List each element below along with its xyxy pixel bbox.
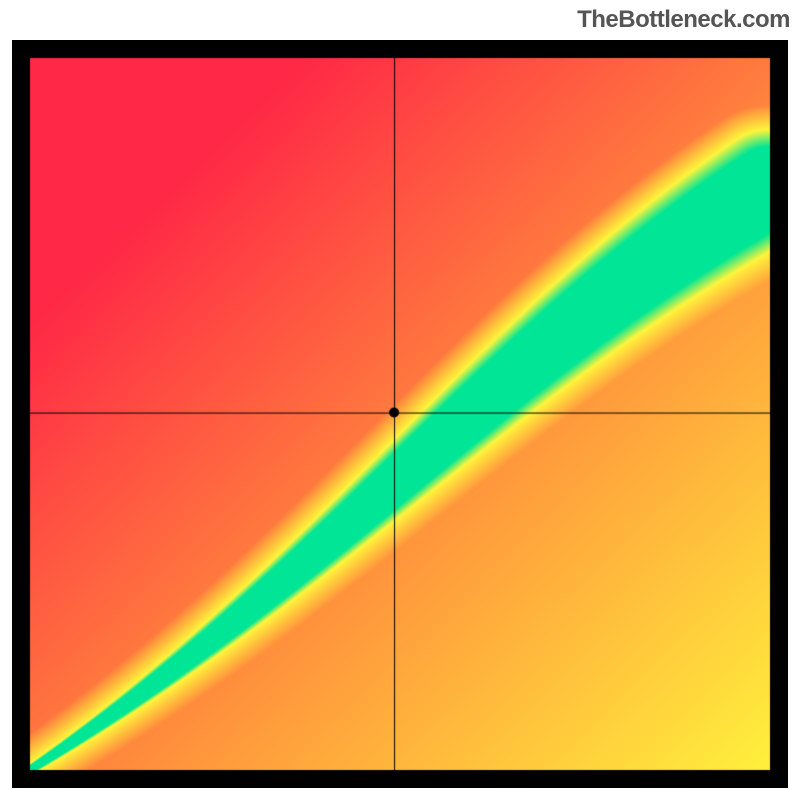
heatmap-canvas [12,40,788,788]
chart-frame [12,40,788,788]
watermark-text: TheBottleneck.com [577,6,790,34]
image-container: TheBottleneck.com [0,0,800,800]
